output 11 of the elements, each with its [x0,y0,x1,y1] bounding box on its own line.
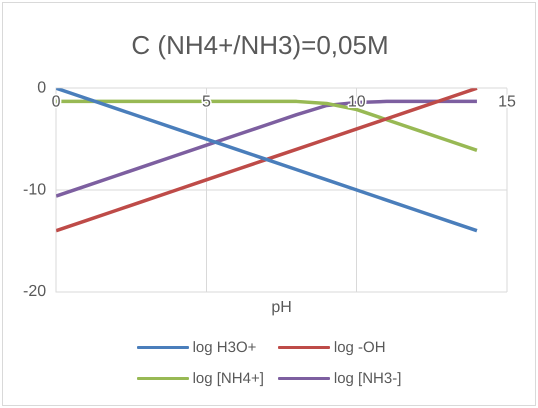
legend-label: log [NH3-] [334,370,402,387]
y-tick-label: 0 [37,80,46,97]
y-tick-label: -20 [23,283,46,300]
x-tick-label: 0 [52,94,61,111]
legend-label: log -OH [334,339,386,356]
legend-label: log H3O+ [192,339,256,356]
legend-label: log [NH4+] [192,370,264,387]
chart-title: C (NH4+/NH3)=0,05M [131,30,389,60]
y-tick-label: -10 [23,181,46,198]
x-axis-title: pH [271,298,292,316]
x-tick-label: 15 [498,94,516,111]
